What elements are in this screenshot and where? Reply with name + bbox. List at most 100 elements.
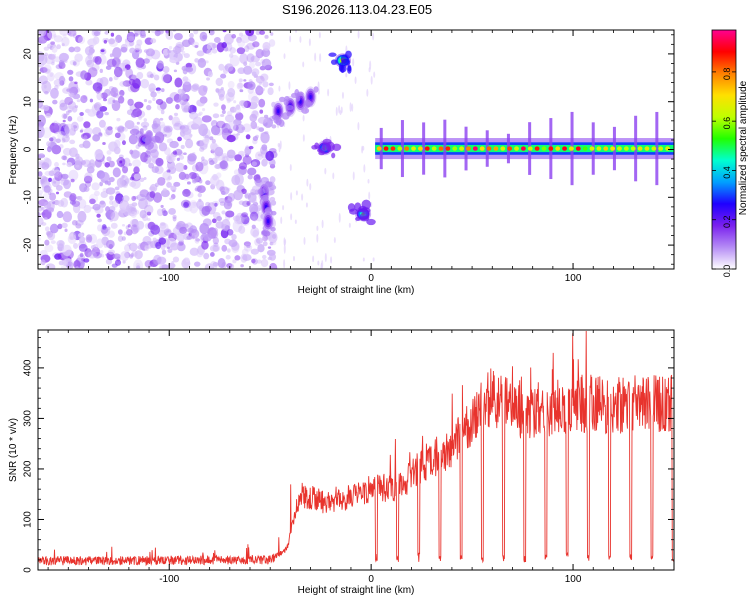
carrier-band-peak bbox=[617, 146, 622, 151]
noise-speckle bbox=[140, 121, 150, 128]
noise-speckle bbox=[206, 77, 210, 81]
carrier-band-peak bbox=[555, 146, 561, 151]
noise-speckle bbox=[367, 179, 370, 184]
noise-speckle bbox=[201, 240, 209, 250]
noise-speckle bbox=[153, 74, 160, 81]
noise-speckle bbox=[155, 157, 164, 167]
noise-speckle bbox=[108, 160, 115, 168]
noise-speckle bbox=[96, 110, 104, 119]
noise-speckle bbox=[238, 200, 245, 206]
noise-speckle bbox=[123, 157, 131, 167]
noise-speckle bbox=[89, 98, 94, 103]
carrier-band-peak bbox=[596, 146, 602, 151]
noise-speckle bbox=[225, 254, 231, 260]
noise-speckle bbox=[62, 147, 72, 156]
noise-speckle bbox=[160, 88, 165, 93]
noise-speckle bbox=[270, 32, 274, 36]
noise-speckle bbox=[104, 211, 113, 218]
noise-speckle bbox=[119, 89, 125, 97]
noise-speckle bbox=[130, 252, 135, 258]
noise-speckle bbox=[277, 142, 280, 148]
noise-speckle bbox=[131, 150, 141, 158]
snr-y-tick-label: 300 bbox=[23, 410, 34, 427]
noise-speckle bbox=[354, 76, 357, 84]
noise-speckle bbox=[38, 217, 44, 226]
noise-speckle bbox=[183, 53, 190, 59]
noise-speckle bbox=[302, 61, 305, 68]
noise-speckle bbox=[362, 145, 365, 151]
noise-speckle bbox=[59, 30, 70, 36]
spectrogram-heatmap bbox=[38, 30, 674, 269]
noise-speckle bbox=[129, 242, 138, 252]
noise-speckle bbox=[99, 181, 104, 187]
noise-speckle bbox=[221, 210, 226, 215]
noise-speckle bbox=[57, 199, 65, 207]
noise-speckle bbox=[143, 99, 148, 103]
noise-speckle bbox=[178, 171, 187, 180]
noise-speckle bbox=[101, 224, 107, 230]
noise-speckle bbox=[110, 211, 119, 222]
carrier-band-peak bbox=[665, 146, 670, 151]
noise-speckle bbox=[111, 200, 119, 208]
noise-speckle bbox=[46, 141, 51, 147]
noise-speckle bbox=[268, 39, 276, 47]
carrier-band-peak bbox=[452, 146, 458, 151]
snr-frame bbox=[37, 329, 675, 571]
noise-speckle bbox=[98, 132, 103, 136]
snr-x-tick-label: 0 bbox=[368, 574, 374, 585]
noise-speckle bbox=[87, 162, 96, 169]
noise-speckle bbox=[239, 100, 245, 107]
noise-speckle bbox=[265, 150, 275, 162]
noise-speckle bbox=[316, 233, 319, 243]
noise-speckle bbox=[262, 81, 269, 88]
noise-speckle bbox=[92, 243, 99, 250]
noise-speckle bbox=[139, 189, 149, 198]
carrier-band-peak bbox=[493, 146, 499, 151]
noise-speckle bbox=[68, 90, 77, 98]
carrier-band-peak bbox=[466, 146, 471, 151]
noise-speckle bbox=[213, 242, 219, 247]
noise-speckle bbox=[54, 85, 59, 90]
noise-speckle bbox=[295, 30, 298, 33]
noise-speckle bbox=[69, 92, 75, 98]
noise-speckle bbox=[143, 118, 148, 122]
spectral-track-halo bbox=[264, 208, 272, 214]
noise-speckle bbox=[51, 167, 60, 176]
noise-speckle bbox=[92, 82, 103, 92]
noise-speckle bbox=[352, 171, 355, 181]
noise-speckle bbox=[154, 182, 159, 188]
noise-speckle bbox=[61, 43, 65, 47]
noise-speckle bbox=[49, 137, 54, 142]
spectral-peak-halo bbox=[129, 128, 140, 136]
noise-speckle bbox=[240, 213, 248, 220]
noise-speckle bbox=[226, 263, 235, 269]
noise-speckle bbox=[243, 100, 251, 108]
carrier-band-peak bbox=[404, 146, 410, 151]
noise-speckle bbox=[340, 106, 343, 114]
noise-speckle bbox=[239, 89, 244, 93]
noise-speckle bbox=[71, 200, 81, 207]
noise-speckle bbox=[217, 88, 226, 98]
noise-speckle bbox=[256, 259, 262, 264]
noise-speckle bbox=[249, 203, 259, 215]
page-title: S196.2026.113.04.23.E05 bbox=[282, 2, 432, 17]
noise-speckle bbox=[43, 104, 50, 112]
noise-speckle bbox=[136, 194, 147, 202]
noise-speckle bbox=[278, 85, 281, 92]
noise-speckle bbox=[259, 30, 266, 35]
noise-speckle bbox=[159, 222, 167, 230]
noise-speckle bbox=[91, 182, 100, 191]
noise-speckle bbox=[78, 240, 87, 249]
noise-speckle bbox=[232, 219, 243, 233]
noise-speckle bbox=[149, 191, 156, 198]
noise-speckle bbox=[105, 65, 112, 70]
noise-speckle bbox=[169, 197, 174, 201]
noise-speckle bbox=[41, 162, 50, 170]
noise-speckle bbox=[173, 69, 178, 73]
noise-speckle bbox=[109, 199, 114, 205]
noise-speckle bbox=[172, 150, 178, 155]
noise-speckle bbox=[75, 266, 79, 269]
noise-speckle bbox=[247, 167, 257, 176]
spectral-peak-halo bbox=[144, 137, 150, 145]
noise-speckle bbox=[222, 30, 227, 33]
